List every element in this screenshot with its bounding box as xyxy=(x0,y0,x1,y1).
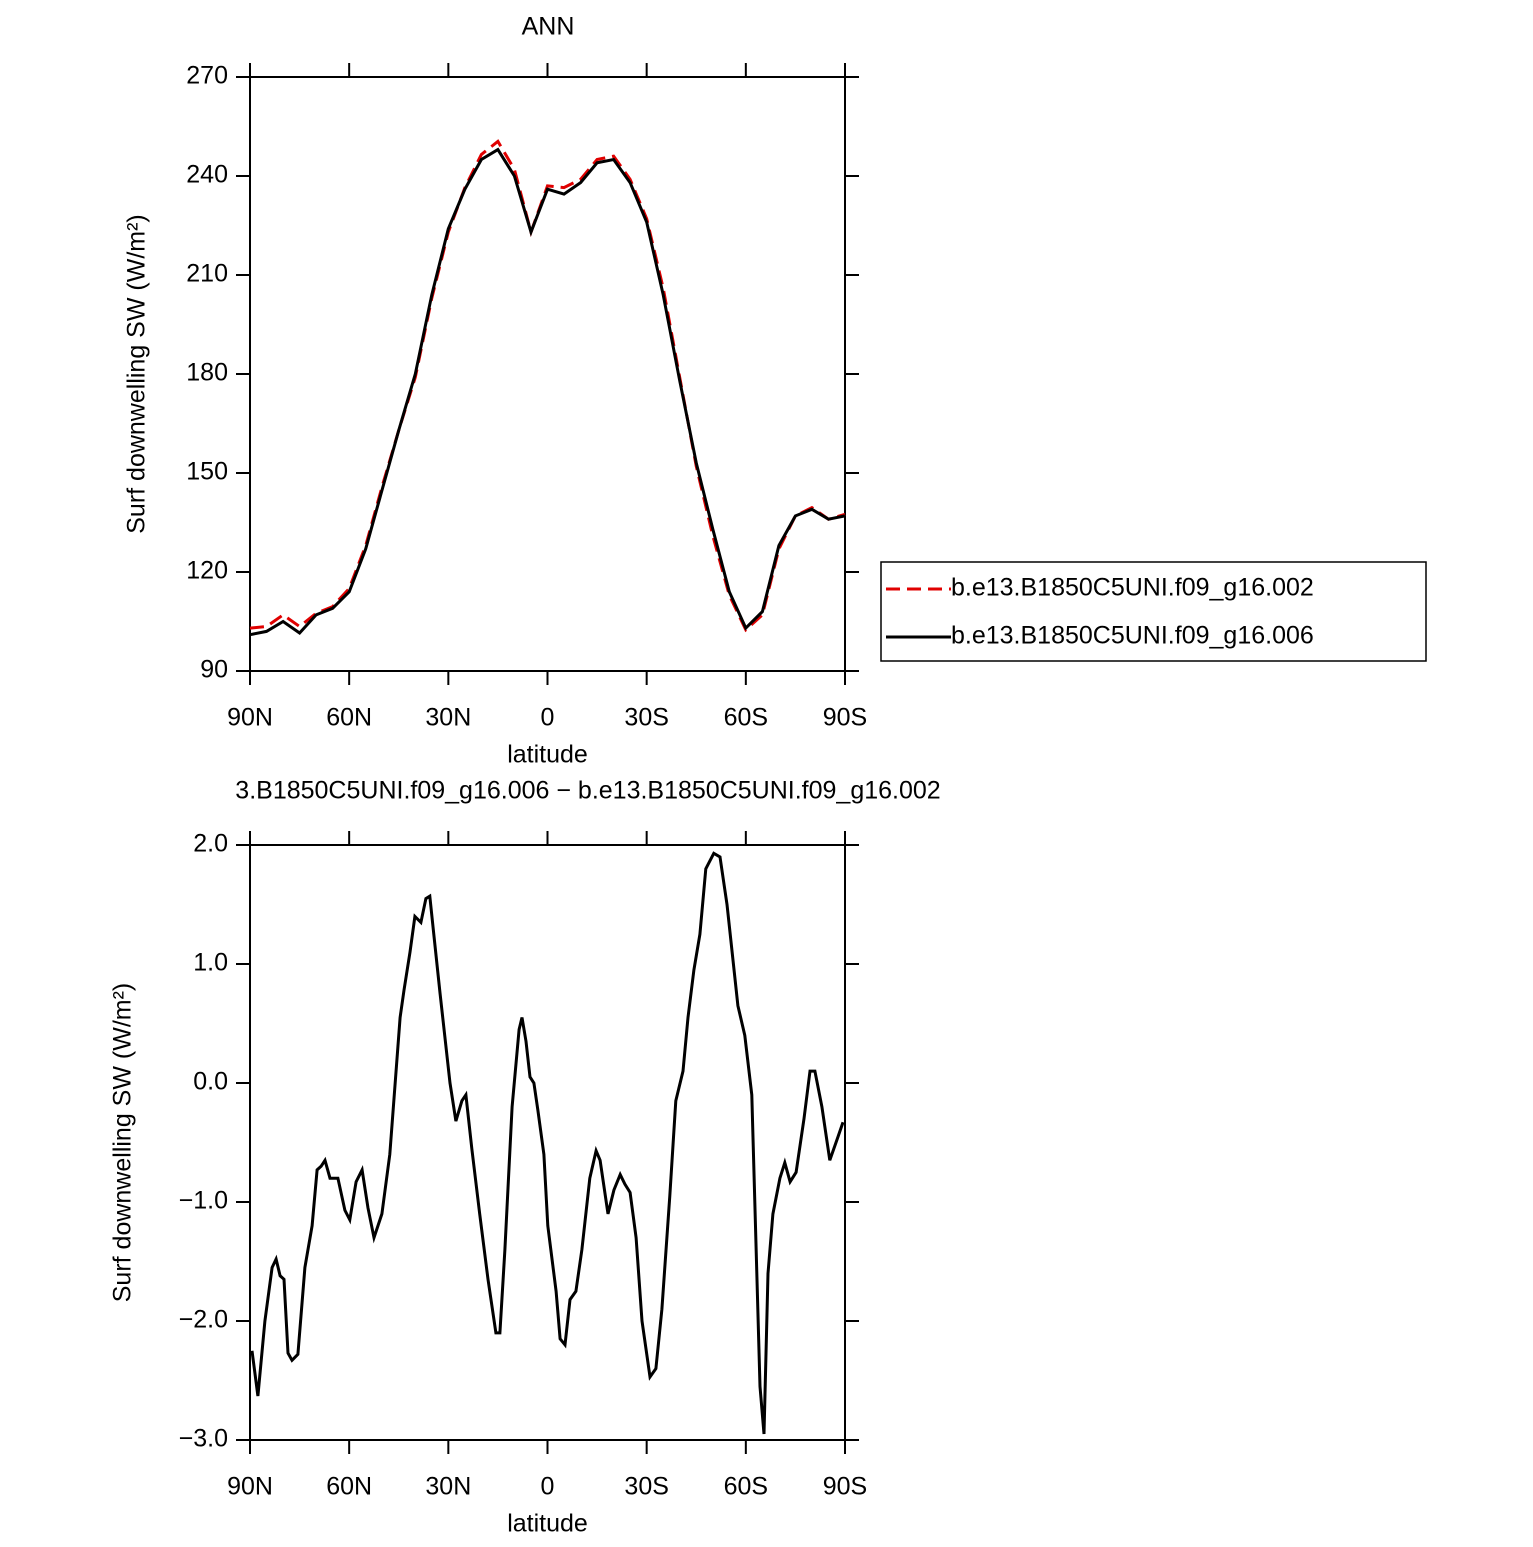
x-axis-label: latitude xyxy=(507,741,588,769)
x-tick-label: 90N xyxy=(227,704,273,732)
y-tick-label: −2.0 xyxy=(179,1306,228,1334)
x-tick-label: 90S xyxy=(823,704,867,732)
x-tick-label: 60N xyxy=(326,1473,372,1501)
x-tick-label: 90N xyxy=(227,1473,273,1501)
x-tick-label: 0 xyxy=(541,704,555,732)
y-tick-label: 2.0 xyxy=(193,830,228,858)
chart-title: ANN xyxy=(522,13,575,41)
chart-title: 3.B1850C5UNI.f09_g16.006 − b.e13.B1850C5… xyxy=(235,777,940,805)
y-tick-label: −3.0 xyxy=(179,1425,228,1453)
x-tick-label: 60N xyxy=(326,704,372,732)
x-tick-label: 30N xyxy=(425,1473,471,1501)
y-tick-label: 1.0 xyxy=(193,949,228,977)
series-line xyxy=(249,139,846,633)
x-tick-label: 30S xyxy=(624,1473,668,1501)
legend-label: b.e13.B1850C5UNI.f09_g16.006 xyxy=(951,622,1314,650)
legend-label: b.e13.B1850C5UNI.f09_g16.002 xyxy=(951,574,1314,602)
legend-box xyxy=(880,561,1427,662)
series-line xyxy=(250,851,845,1435)
y-tick-label: 210 xyxy=(186,260,228,288)
x-axis-label: latitude xyxy=(507,1510,588,1538)
y-axis-label: Surf downwelling SW (W/m²) xyxy=(123,214,151,534)
x-tick-label: 60S xyxy=(724,704,768,732)
y-tick-label: 90 xyxy=(200,656,228,684)
y-tick-label: −1.0 xyxy=(179,1187,228,1215)
x-tick-label: 90S xyxy=(823,1473,867,1501)
y-tick-label: 180 xyxy=(186,359,228,387)
y-tick-label: 0.0 xyxy=(193,1068,228,1096)
y-tick-label: 150 xyxy=(186,458,228,486)
plot-frame xyxy=(249,76,846,672)
x-tick-label: 30N xyxy=(425,704,471,732)
y-axis-label: Surf downwelling SW (W/m²) xyxy=(109,983,137,1303)
y-tick-label: 240 xyxy=(186,161,228,189)
y-tick-label: 270 xyxy=(186,62,228,90)
x-tick-label: 30S xyxy=(624,704,668,732)
x-tick-label: 0 xyxy=(541,1473,555,1501)
x-tick-label: 60S xyxy=(724,1473,768,1501)
series-line xyxy=(249,147,846,637)
plot-frame xyxy=(249,844,846,1441)
y-tick-label: 120 xyxy=(186,557,228,585)
